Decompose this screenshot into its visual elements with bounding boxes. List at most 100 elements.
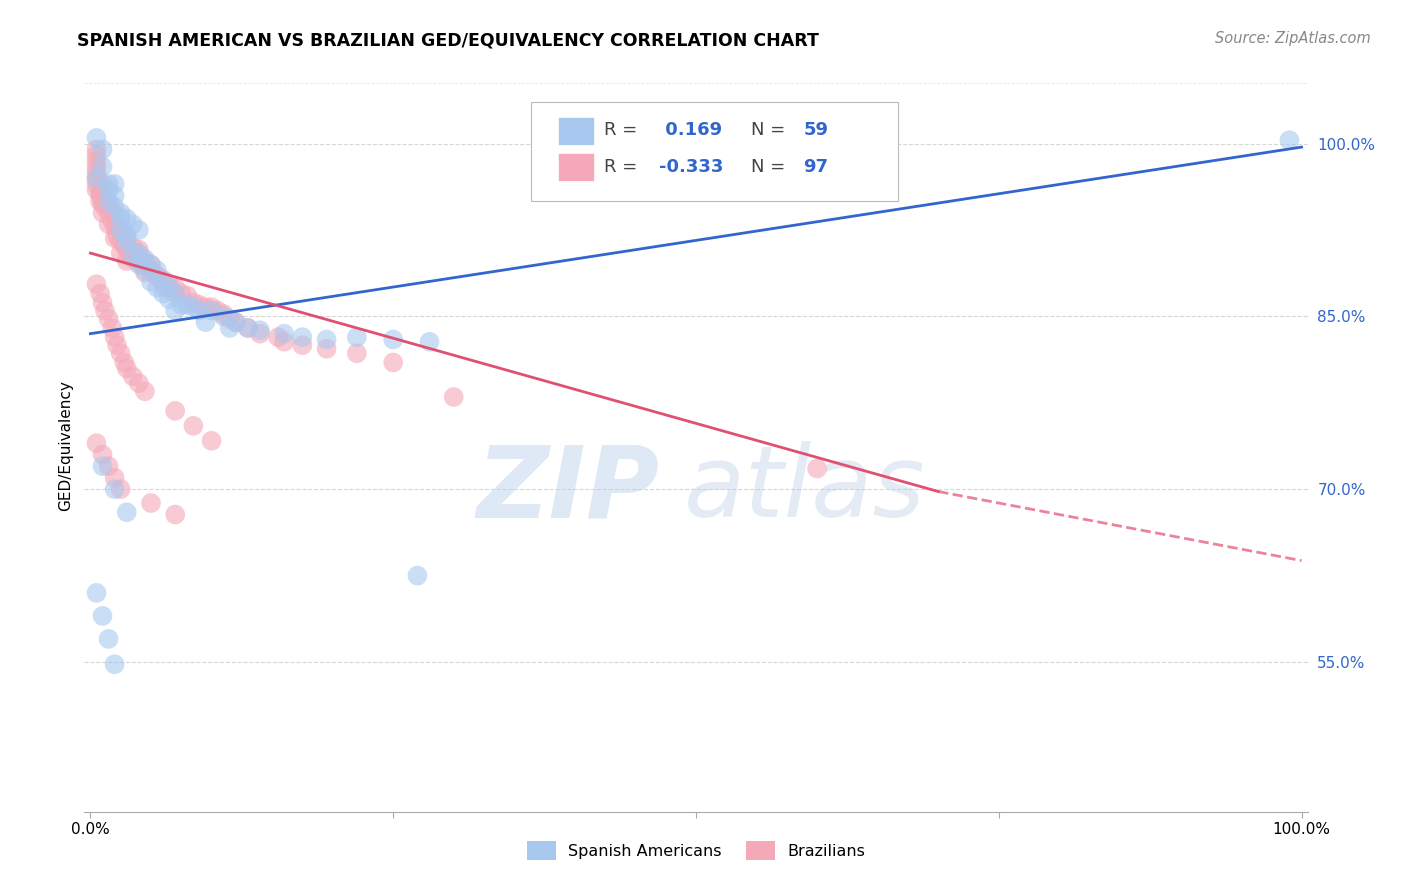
Point (97, 206, 120, 220)
Text: N =: N = (751, 121, 792, 139)
Point (86, 142, 108, 156)
Point (225, 315, 247, 329)
Point (91, 206, 114, 220)
Point (89, 194, 111, 209)
Point (112, 238, 135, 252)
Point (146, 280, 169, 294)
Point (183, 418, 205, 433)
Point (104, 482, 127, 496)
Point (183, 295, 205, 310)
FancyBboxPatch shape (531, 103, 898, 201)
Point (115, 243, 138, 257)
Point (97, 196, 120, 211)
Point (110, 235, 132, 249)
Point (121, 252, 143, 266)
Point (134, 252, 156, 266)
Point (165, 508, 187, 522)
Point (406, 568, 429, 582)
Text: -0.333: -0.333 (659, 158, 724, 176)
Point (86, 183, 108, 197)
Point (128, 246, 150, 260)
Point (200, 434, 222, 448)
Point (97, 459, 120, 474)
Point (97, 217, 120, 231)
Point (110, 223, 132, 237)
Point (118, 246, 141, 260)
Point (139, 275, 162, 289)
Point (218, 321, 240, 335)
Y-axis label: GED/Equivalency: GED/Equivalency (58, 381, 73, 511)
Point (273, 326, 295, 341)
Point (128, 243, 150, 257)
Point (105, 217, 128, 231)
Point (94, 303, 117, 318)
Text: ZIP: ZIP (477, 442, 659, 539)
Point (91, 608, 114, 623)
Point (134, 254, 156, 268)
Point (115, 228, 138, 243)
Point (176, 298, 198, 312)
Point (121, 369, 143, 384)
Point (104, 657, 127, 672)
Point (207, 303, 229, 318)
Text: atlas: atlas (683, 442, 925, 539)
Point (194, 300, 217, 314)
Point (418, 334, 440, 349)
Point (236, 321, 259, 335)
Point (101, 214, 124, 228)
Point (200, 303, 222, 318)
Text: SPANISH AMERICAN VS BRAZILIAN GED/EQUIVALENCY CORRELATION CHART: SPANISH AMERICAN VS BRAZILIAN GED/EQUIVA… (77, 31, 820, 49)
Point (382, 333, 405, 347)
Text: 59: 59 (804, 121, 828, 139)
Point (188, 303, 211, 318)
Point (110, 482, 132, 496)
Point (183, 300, 205, 314)
Point (91, 295, 114, 310)
Point (315, 333, 337, 347)
Point (86, 153, 108, 168)
Point (91, 196, 114, 211)
Point (382, 355, 405, 369)
Point (97, 183, 120, 197)
Point (443, 390, 465, 404)
Text: R =: R = (605, 158, 643, 176)
Text: 0.169: 0.169 (659, 121, 723, 139)
Point (104, 188, 127, 202)
Point (225, 315, 247, 329)
Point (236, 321, 259, 335)
Point (101, 321, 124, 335)
Point (105, 338, 128, 352)
Point (1278, 133, 1301, 147)
Point (146, 263, 169, 277)
Point (121, 217, 143, 231)
Point (91, 160, 114, 174)
Point (142, 266, 165, 280)
Point (267, 330, 290, 344)
Point (86, 171, 108, 186)
Point (86, 177, 108, 191)
Point (97, 177, 120, 191)
Point (91, 448, 114, 462)
Point (110, 246, 132, 260)
Point (104, 200, 127, 214)
Point (115, 235, 138, 249)
Point (249, 323, 271, 337)
Point (139, 258, 162, 272)
Point (346, 330, 368, 344)
Point (165, 280, 187, 294)
Point (112, 355, 135, 369)
Point (165, 303, 187, 318)
Point (218, 311, 240, 326)
Point (121, 240, 143, 254)
Point (104, 330, 127, 344)
Point (115, 254, 138, 268)
Point (157, 280, 180, 294)
Point (86, 171, 108, 186)
Point (86, 277, 108, 292)
Point (97, 632, 120, 646)
Text: 97: 97 (804, 158, 828, 176)
Point (115, 361, 138, 376)
Point (86, 131, 108, 145)
Point (176, 288, 198, 302)
Point (157, 292, 180, 306)
